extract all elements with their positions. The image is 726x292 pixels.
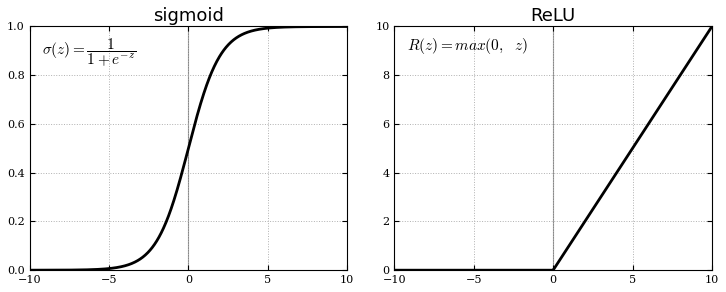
Text: $R(z)=max(0,\ \ z)$: $R(z)=max(0,\ \ z)$ bbox=[407, 36, 528, 56]
Title: sigmoid: sigmoid bbox=[153, 7, 224, 25]
Title: ReLU: ReLU bbox=[531, 7, 576, 25]
Text: $\sigma(z)=\dfrac{1}{1+e^{-z}}$: $\sigma(z)=\dfrac{1}{1+e^{-z}}$ bbox=[42, 36, 136, 69]
